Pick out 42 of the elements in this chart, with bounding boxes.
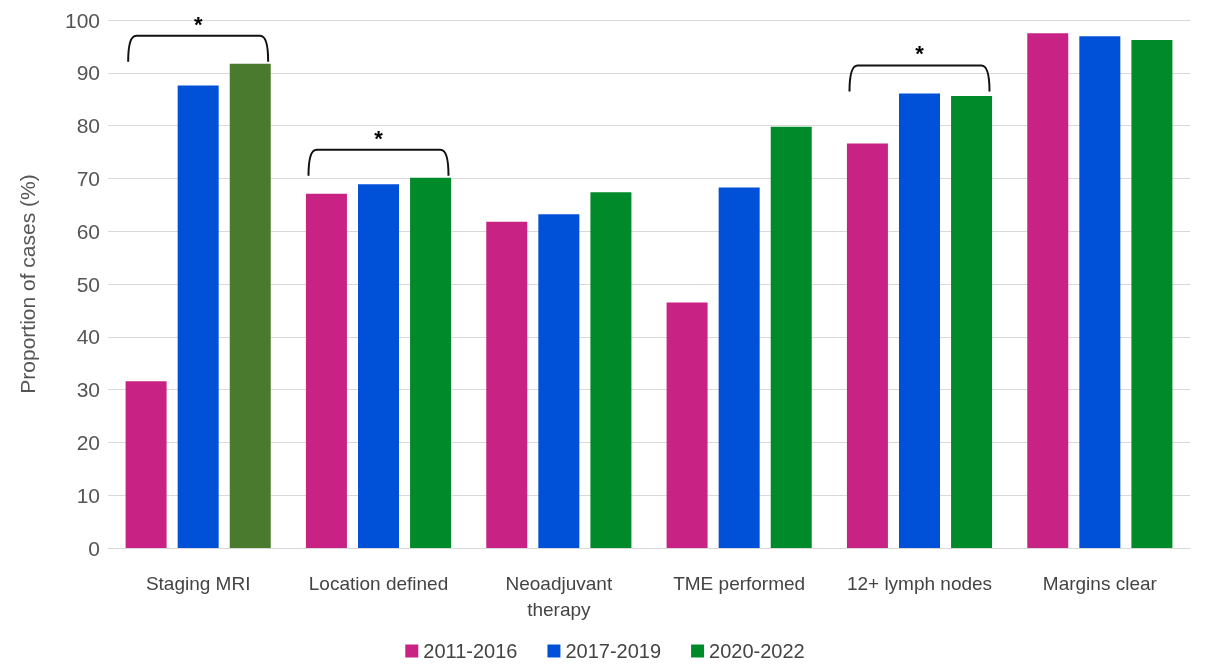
y-tick-label: 60	[76, 219, 100, 243]
x-tick-label: Location defined	[308, 572, 449, 594]
bar	[718, 187, 760, 548]
bar	[590, 192, 632, 548]
y-tick-label: 30	[76, 378, 100, 402]
y-tick-label: 0	[88, 536, 100, 560]
legend-label: 2020-2022	[709, 640, 805, 662]
y-tick-label: 50	[76, 272, 100, 296]
y-axis-title: Proportion of cases (%)	[16, 174, 39, 394]
bar	[177, 85, 219, 548]
y-tick-label: 70	[76, 166, 100, 190]
bar	[666, 302, 708, 548]
legend-label: 2017-2019	[565, 640, 662, 662]
annotation: *	[374, 125, 384, 151]
annotation: *	[193, 11, 203, 37]
annotation: *	[915, 41, 925, 67]
y-tick-label: 40	[76, 325, 100, 349]
bar	[1027, 33, 1069, 548]
bar	[229, 63, 271, 548]
x-tick-label: Neoadjuvant therapy	[505, 572, 613, 620]
y-tick-label: 100	[64, 8, 100, 32]
bar	[125, 381, 167, 548]
bar	[1131, 40, 1173, 548]
y-tick-label: 80	[76, 114, 100, 138]
x-tick-label: Margins clear	[1042, 572, 1158, 594]
bar	[305, 193, 347, 548]
bar	[410, 177, 452, 548]
y-tick-label: 90	[76, 61, 100, 85]
bar	[358, 184, 399, 548]
y-tick-label: 10	[76, 483, 100, 507]
legend-label: 2011-2016	[423, 640, 518, 662]
x-tick-label: 12+ lymph nodes	[846, 572, 993, 594]
bar	[951, 96, 993, 548]
bar	[846, 143, 888, 548]
bar	[538, 214, 580, 548]
x-tick-label: Staging MRI	[145, 572, 251, 594]
bar	[486, 221, 528, 548]
y-tick-label: 20	[76, 430, 100, 454]
x-tick-label: TME performed	[673, 572, 806, 594]
bar	[1079, 36, 1121, 548]
bar	[770, 126, 812, 548]
bar	[899, 93, 940, 548]
